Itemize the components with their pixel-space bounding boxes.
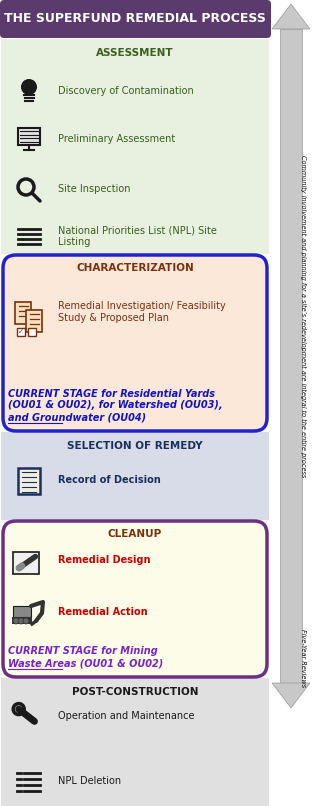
Circle shape xyxy=(13,618,19,624)
Bar xyxy=(18,468,40,494)
Bar xyxy=(15,302,31,324)
Bar xyxy=(26,310,42,332)
Text: SELECTION OF REMEDY: SELECTION OF REMEDY xyxy=(67,441,203,451)
Text: ✓: ✓ xyxy=(18,329,24,335)
Text: Remedial Design: Remedial Design xyxy=(58,555,150,565)
Bar xyxy=(17,328,25,336)
Bar xyxy=(12,617,32,624)
Text: CLEANUP: CLEANUP xyxy=(108,529,162,539)
Circle shape xyxy=(18,618,24,624)
Text: Remedial Investigation/ Feasibility
Study & Proposed Plan: Remedial Investigation/ Feasibility Stud… xyxy=(58,301,226,322)
Bar xyxy=(1,753,269,806)
Text: CHARACTERIZATION: CHARACTERIZATION xyxy=(76,263,194,273)
Text: CURRENT STAGE for Residential Yards
(OU01 & OU02), for Watershed (OU03),
and Gro: CURRENT STAGE for Residential Yards (OU0… xyxy=(8,388,223,422)
Text: Remedial Action: Remedial Action xyxy=(58,607,148,617)
FancyBboxPatch shape xyxy=(3,255,267,431)
Text: ASSESSMENT: ASSESSMENT xyxy=(96,48,174,58)
Bar xyxy=(280,29,302,683)
Text: Discovery of Contamination: Discovery of Contamination xyxy=(58,86,194,96)
Bar xyxy=(1,678,269,753)
Polygon shape xyxy=(272,683,310,708)
FancyBboxPatch shape xyxy=(3,521,267,677)
Text: Community involvement and planning for a site’s redevelopment are integral to th: Community involvement and planning for a… xyxy=(300,155,306,477)
Bar xyxy=(1,39,269,254)
Circle shape xyxy=(21,79,37,95)
Text: NPL Deletion: NPL Deletion xyxy=(58,776,121,786)
Text: National Priorities List (NPL) Site
Listing: National Priorities List (NPL) Site List… xyxy=(58,225,217,247)
Circle shape xyxy=(23,618,29,624)
Text: THE SUPERFUND REMEDIAL PROCESS: THE SUPERFUND REMEDIAL PROCESS xyxy=(4,13,266,26)
Text: POST-CONSTRUCTION: POST-CONSTRUCTION xyxy=(72,687,198,697)
FancyBboxPatch shape xyxy=(0,0,271,38)
Bar xyxy=(18,128,40,145)
Polygon shape xyxy=(272,4,310,29)
Bar xyxy=(28,328,36,336)
Text: Site Inspection: Site Inspection xyxy=(58,184,131,194)
Text: Five-Year Reviews: Five-Year Reviews xyxy=(300,629,306,687)
Bar xyxy=(1,432,269,520)
Bar xyxy=(13,606,31,617)
Text: Operation and Maintenance: Operation and Maintenance xyxy=(58,711,195,721)
Text: Record of Decision: Record of Decision xyxy=(58,475,161,485)
Text: Preliminary Assessment: Preliminary Assessment xyxy=(58,134,175,144)
Bar xyxy=(13,552,39,574)
Text: CURRENT STAGE for Mining
Waste Areas (OU01 & OU02): CURRENT STAGE for Mining Waste Areas (OU… xyxy=(8,646,163,668)
